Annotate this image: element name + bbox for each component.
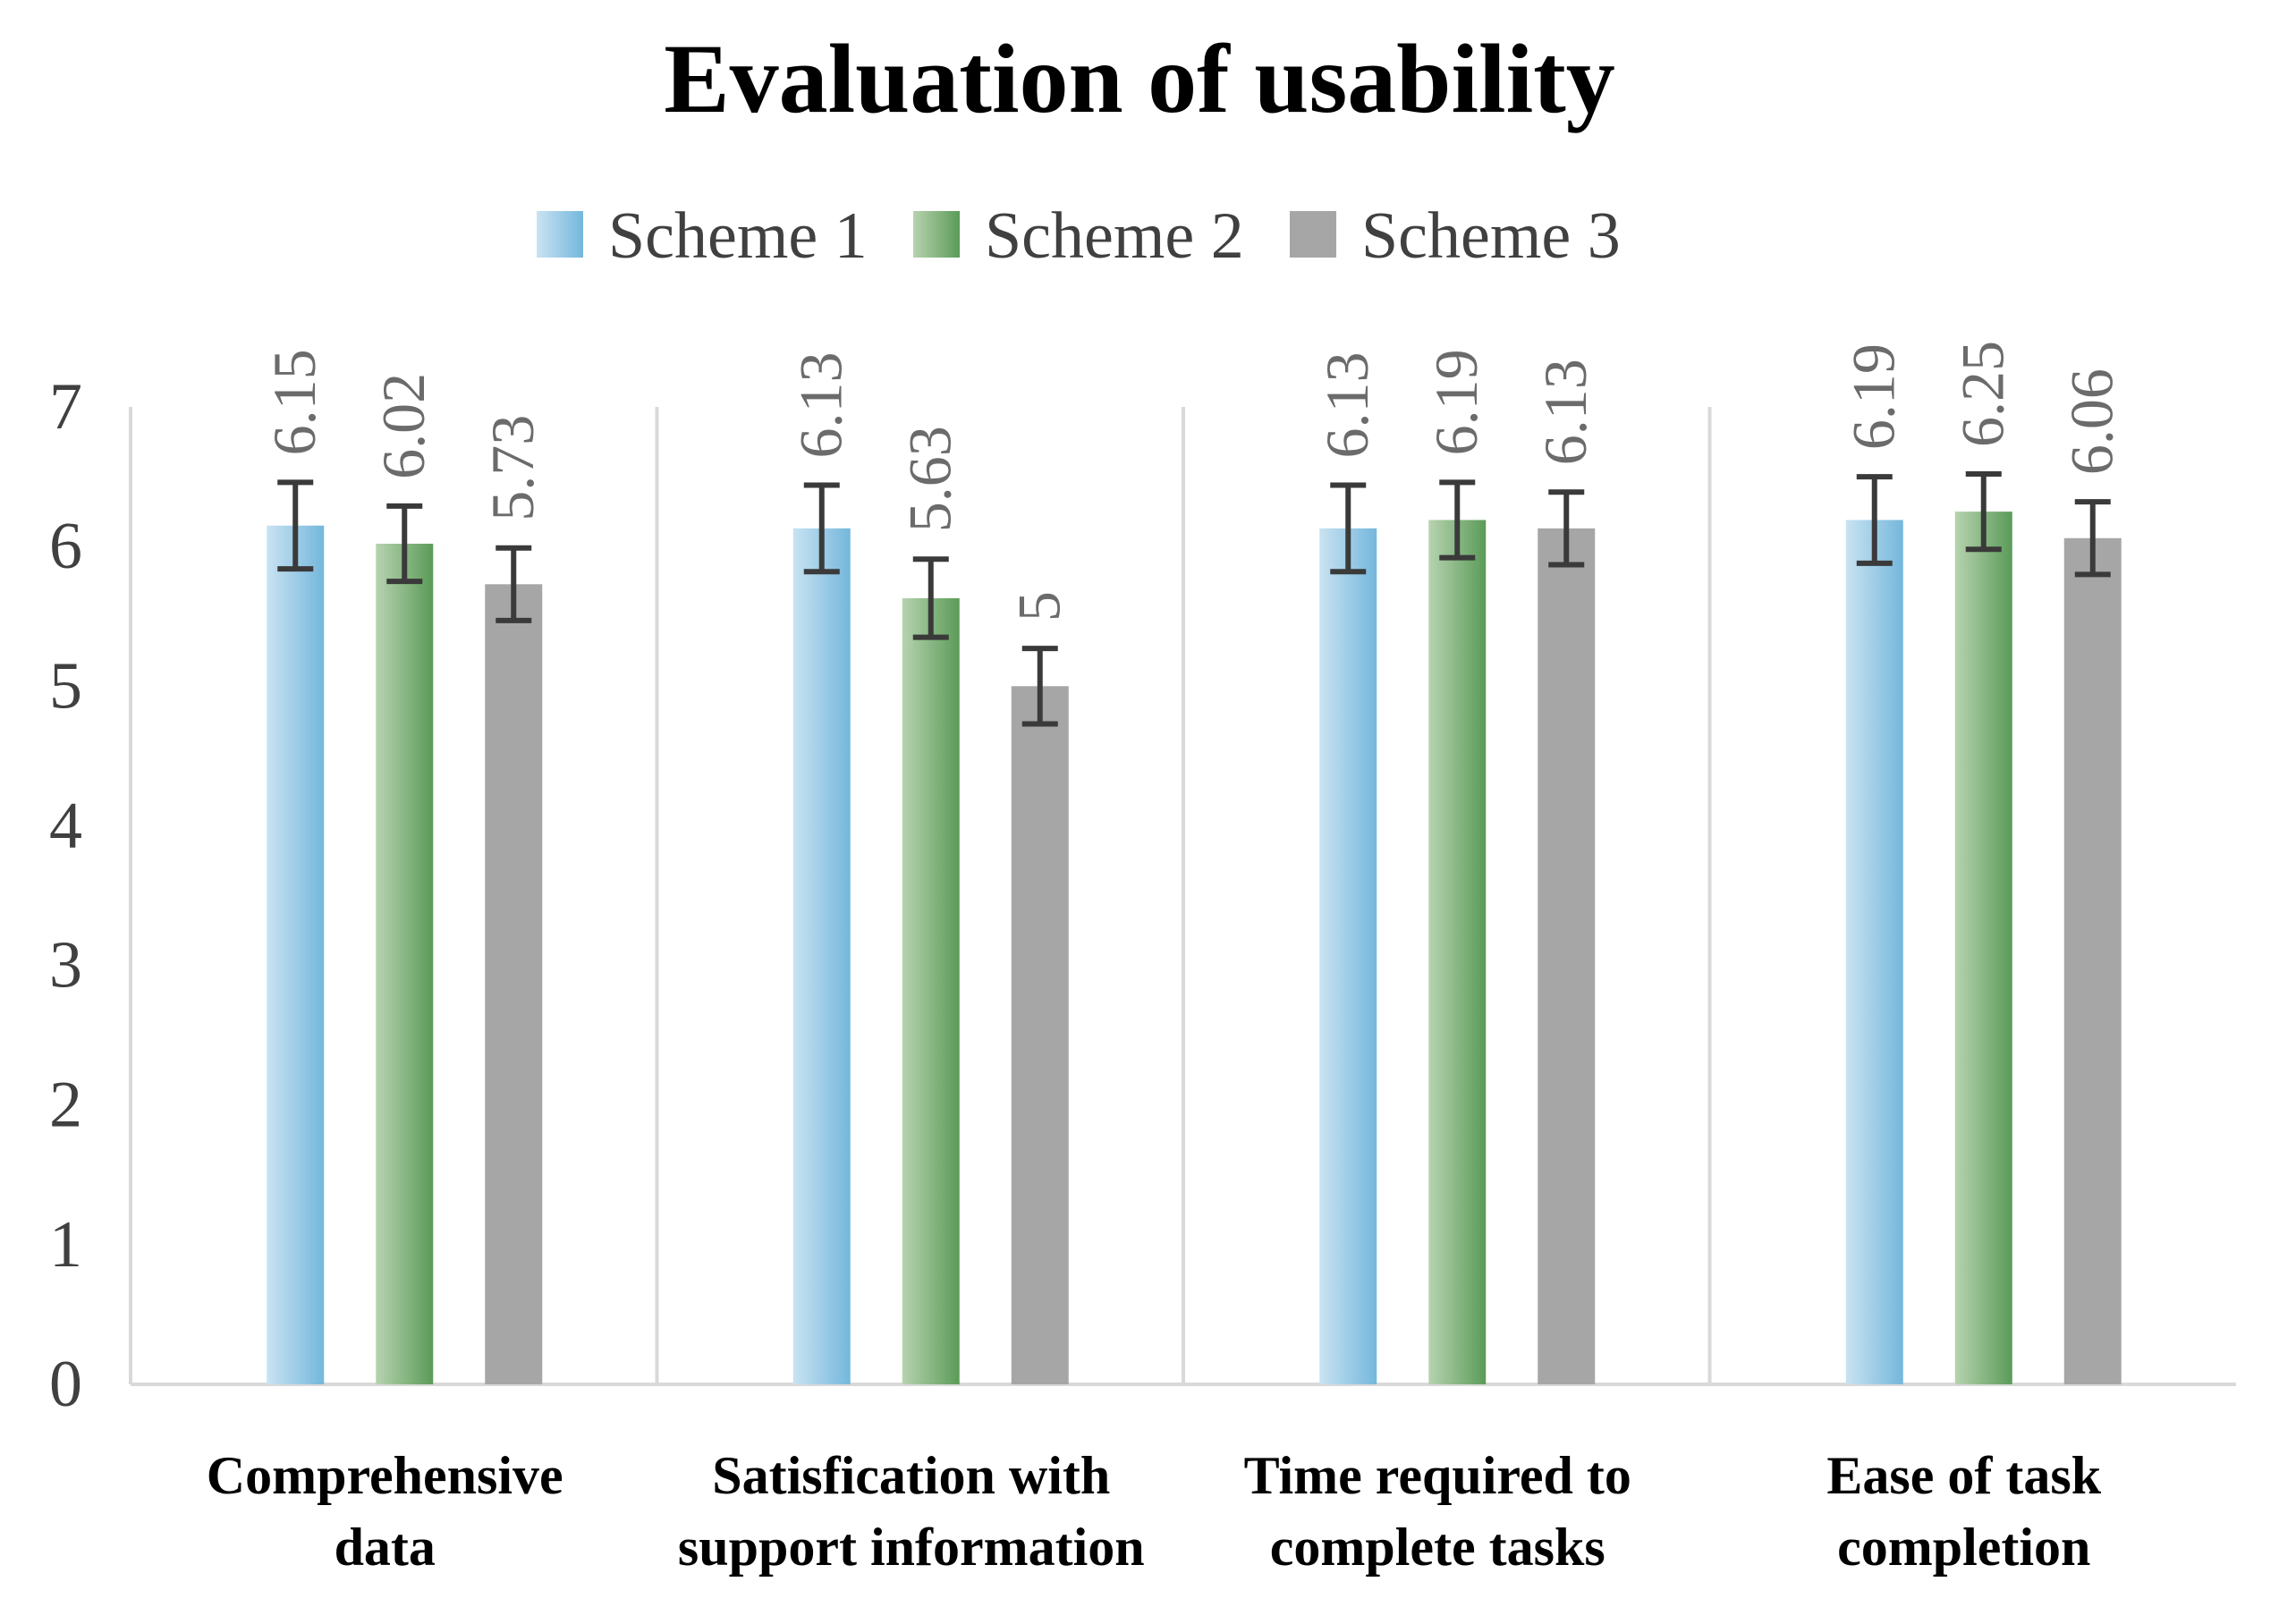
y-tick-label: 1: [49, 1208, 82, 1281]
y-tick-label: 7: [49, 370, 82, 444]
data-label: 6.25: [1949, 341, 2017, 447]
legend-label-scheme-1: Scheme 1: [608, 199, 868, 273]
chart-title: Evaluation of usability: [664, 24, 1615, 133]
bars: [267, 512, 2122, 1384]
data-label: 6.06: [2058, 368, 2126, 475]
error-bar: [1548, 489, 1585, 568]
x-category-label: Ease of task completion: [1826, 1446, 2101, 1577]
data-label: 5.73: [479, 415, 546, 521]
bar-scheme-3-cat-3: [1538, 528, 1596, 1384]
x-axis-categories: Comprehensive data Satisfication with suppo…: [207, 1446, 2102, 1577]
error-bar: [496, 545, 532, 623]
legend-swatch-scheme-3: [1290, 211, 1336, 258]
bar-scheme-1-cat-2: [792, 528, 851, 1384]
data-label: 6.15: [260, 349, 328, 455]
data-labels: 6.15 6.13 6.13 6.19 6.02 5.63 6.19 6.25 5.73 5 6.1…: [260, 341, 2126, 622]
bar-scheme-1-cat-3: [1319, 528, 1377, 1384]
legend-label-scheme-3: Scheme 3: [1361, 199, 1621, 273]
data-label: 5.63: [896, 426, 964, 532]
y-tick-label: 4: [49, 789, 82, 862]
data-label: 5: [1005, 591, 1073, 622]
legend-swatch-scheme-2: [913, 211, 960, 258]
legend-swatch-scheme-1: [537, 211, 583, 258]
legend-label-scheme-2: Scheme 2: [985, 199, 1244, 273]
x-category-label: Satisfication with support information: [678, 1446, 1145, 1577]
error-bar: [1439, 479, 1476, 561]
category-dividers: [655, 407, 1712, 1384]
x-category-label: Time required to complete tasks: [1244, 1446, 1631, 1577]
error-bar: [386, 503, 423, 585]
error-bar: [1021, 646, 1058, 727]
data-label: 6.19: [1840, 343, 1908, 450]
y-tick-label: 0: [49, 1348, 82, 1421]
bar-scheme-3-cat-2: [1011, 686, 1069, 1384]
error-bar: [1965, 470, 2002, 553]
error-bar: [2074, 499, 2111, 578]
error-bars: [277, 470, 2111, 727]
legend: Scheme 1 Scheme 2 Scheme 3: [537, 199, 1621, 273]
data-label: 6.13: [787, 351, 855, 458]
bar-scheme-2-cat-2: [902, 597, 960, 1384]
bar-scheme-1-cat-1: [267, 525, 325, 1384]
y-axis-ticks: 0 1 2 3 4 5 6 7: [49, 370, 82, 1421]
error-bar: [1330, 482, 1367, 575]
y-tick-label: 5: [49, 649, 82, 723]
bar-scheme-2-cat-3: [1428, 520, 1487, 1384]
error-bar: [803, 482, 840, 575]
bar-scheme-1-cat-4: [1845, 520, 1903, 1384]
bar-scheme-3-cat-4: [2063, 537, 2122, 1384]
bar-scheme-2-cat-4: [1954, 512, 2012, 1384]
y-tick-label: 2: [49, 1069, 82, 1142]
bar-scheme-2-cat-1: [376, 544, 434, 1384]
data-label: 6.13: [1531, 359, 1599, 465]
error-bar: [912, 556, 949, 640]
y-tick-label: 3: [49, 929, 82, 1002]
data-label: 6.02: [369, 373, 437, 479]
data-label: 6.19: [1422, 349, 1490, 455]
error-bar: [277, 479, 314, 572]
x-category-label: Comprehensive data: [207, 1446, 563, 1577]
y-tick-label: 6: [49, 510, 82, 583]
bar-scheme-3-cat-1: [485, 584, 543, 1384]
error-bar: [1856, 474, 1893, 566]
data-label: 6.13: [1313, 351, 1381, 458]
